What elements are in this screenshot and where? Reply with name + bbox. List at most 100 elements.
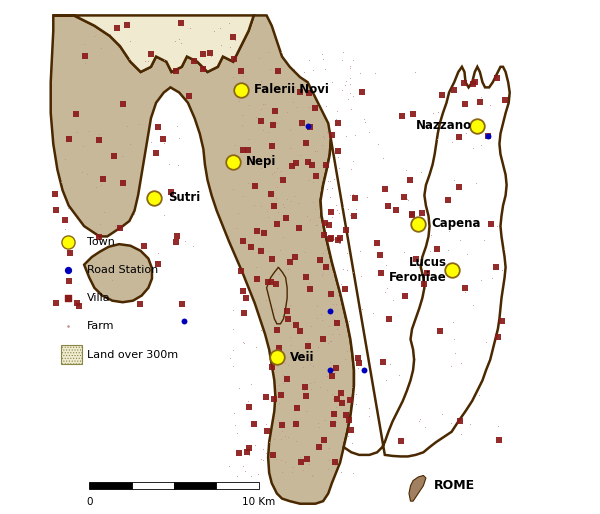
Point	[302, 356, 312, 364]
Point	[122, 122, 132, 130]
Point	[230, 141, 240, 149]
Point	[389, 296, 398, 304]
Point	[274, 399, 284, 407]
Point	[110, 222, 120, 230]
Point	[356, 272, 365, 280]
Point	[475, 391, 484, 399]
Point	[359, 115, 368, 123]
Point	[237, 120, 247, 128]
Point	[224, 232, 234, 240]
Point	[341, 132, 350, 140]
Point	[287, 197, 296, 206]
Point	[260, 99, 269, 107]
Point	[468, 144, 478, 153]
Point	[380, 287, 390, 296]
Point	[328, 395, 338, 403]
Point	[285, 353, 295, 361]
Point	[323, 176, 332, 185]
Point	[341, 420, 351, 428]
Point	[355, 247, 365, 255]
Point	[336, 389, 346, 397]
Point	[238, 286, 248, 295]
Point	[259, 114, 268, 122]
Point	[303, 342, 313, 350]
Point	[254, 273, 264, 281]
Point	[159, 139, 169, 147]
Point	[228, 362, 238, 370]
Point	[304, 89, 314, 97]
Point	[317, 228, 326, 236]
Point	[419, 280, 429, 288]
Polygon shape	[409, 475, 426, 501]
Point	[364, 127, 374, 136]
Point	[272, 118, 281, 126]
Point	[448, 318, 457, 326]
Point	[483, 132, 493, 140]
Point	[224, 462, 234, 470]
Point	[251, 113, 261, 121]
Point	[216, 41, 226, 49]
Text: Veii: Veii	[290, 351, 314, 364]
Point	[361, 118, 370, 126]
Point	[341, 77, 350, 85]
Point	[250, 201, 259, 209]
Point	[61, 225, 70, 233]
Point	[454, 183, 464, 191]
Point	[352, 400, 361, 408]
Point	[283, 88, 292, 96]
Point	[283, 108, 292, 116]
Point	[334, 239, 344, 247]
Point	[292, 159, 301, 167]
Point	[404, 196, 413, 204]
Point	[325, 307, 335, 315]
Point	[175, 35, 184, 43]
Point	[331, 418, 341, 426]
Point	[230, 421, 240, 429]
Point	[286, 319, 296, 327]
Point	[250, 420, 259, 428]
Point	[307, 322, 316, 331]
Point	[229, 158, 238, 166]
Point	[263, 127, 273, 136]
Bar	[131, 482, 174, 489]
Point	[321, 102, 331, 111]
Point	[324, 133, 334, 141]
Point	[258, 445, 268, 453]
Point	[177, 300, 187, 308]
Point	[245, 402, 254, 411]
Point	[63, 322, 73, 331]
Point	[497, 265, 507, 273]
Point	[151, 149, 161, 157]
Point	[229, 409, 239, 417]
Point	[277, 311, 286, 320]
Point	[287, 162, 297, 170]
Point	[432, 245, 442, 253]
Point	[471, 179, 481, 187]
Point	[172, 232, 181, 241]
Point	[320, 436, 329, 444]
Point	[377, 268, 386, 277]
Point	[327, 185, 337, 193]
Point	[314, 213, 324, 221]
Point	[153, 123, 163, 131]
Point	[329, 300, 338, 308]
Point	[400, 193, 409, 201]
Text: Town: Town	[86, 236, 115, 247]
Point	[346, 62, 355, 70]
Point	[396, 437, 406, 445]
Point	[373, 139, 383, 148]
Point	[481, 338, 491, 346]
Point	[262, 420, 271, 429]
Point	[298, 466, 308, 474]
Point	[228, 345, 238, 354]
Point	[308, 66, 317, 74]
Point	[225, 162, 235, 170]
Point	[348, 56, 358, 64]
Point	[288, 98, 298, 106]
Point	[349, 92, 358, 100]
Point	[454, 133, 464, 141]
Point	[256, 203, 266, 211]
Point	[258, 455, 268, 464]
Point	[261, 393, 271, 401]
Point	[234, 449, 244, 457]
